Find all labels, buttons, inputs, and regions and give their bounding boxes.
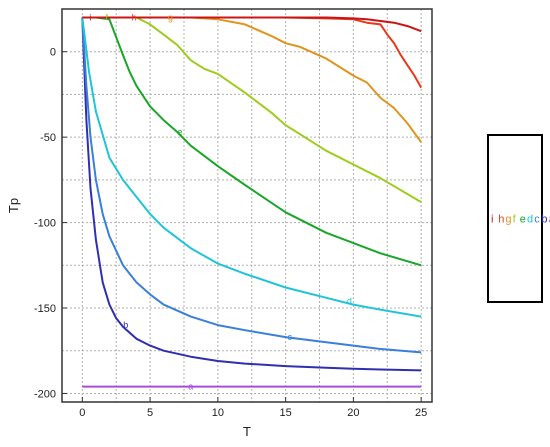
series-line-c [81,17,422,354]
legend-entry-b: b [541,214,547,226]
curve-labels: a b c d e f g h i [89,13,351,392]
y-tick-label: -200 [34,388,56,400]
curve-label-h: h [131,13,136,23]
y-tick-label: -50 [40,132,56,144]
x-tick-label: 5 [147,407,153,419]
series-line-e [82,16,422,267]
curve-label-d: d [347,296,352,306]
legend-entry-i: i [491,214,493,226]
axis-ticks: 0 5 10 15 20 25 0 -50 -100 -150 -200 [34,47,427,419]
curve-label-b: b [123,320,128,330]
legend-entry-e: e [520,214,526,226]
x-tick-label: 10 [212,407,224,419]
x-tick-label: 0 [79,407,85,419]
legend-entry-a: a [549,214,550,226]
y-tick-label: 0 [50,47,56,59]
x-tick-label: 15 [280,407,292,419]
curve-label-f: f [105,13,108,23]
x-axis-title: T [243,424,251,439]
legend-box [487,134,543,303]
y-tick-label: -150 [34,303,56,315]
legend-entry-g: g [505,214,511,226]
curve-label-a: a [188,382,193,392]
legend-entry-f: f [513,214,517,226]
series-line-b [81,17,422,372]
curve-label-e: e [177,127,182,137]
curve-label-g: g [168,13,173,23]
plot-frame [61,8,433,403]
legend-entry-d: d [527,214,533,226]
x-tick-label: 25 [415,407,427,419]
y-tick-label: -100 [34,218,56,230]
plot-area [62,9,432,402]
curve-label-i: i [89,13,91,23]
series-lines [81,16,423,388]
y-axis-title: Tp [6,198,21,213]
curve-label-c: c [287,332,292,342]
legend-entry-h: h [498,214,504,226]
legend-entry-c: c [534,214,540,226]
series-line-f [82,16,422,203]
x-tick-label: 20 [347,407,359,419]
series-line-i [82,16,422,33]
legend-items: ihgfedcba [491,214,550,226]
series-line-d [81,17,422,318]
legend: ihgfedcba [487,134,550,303]
